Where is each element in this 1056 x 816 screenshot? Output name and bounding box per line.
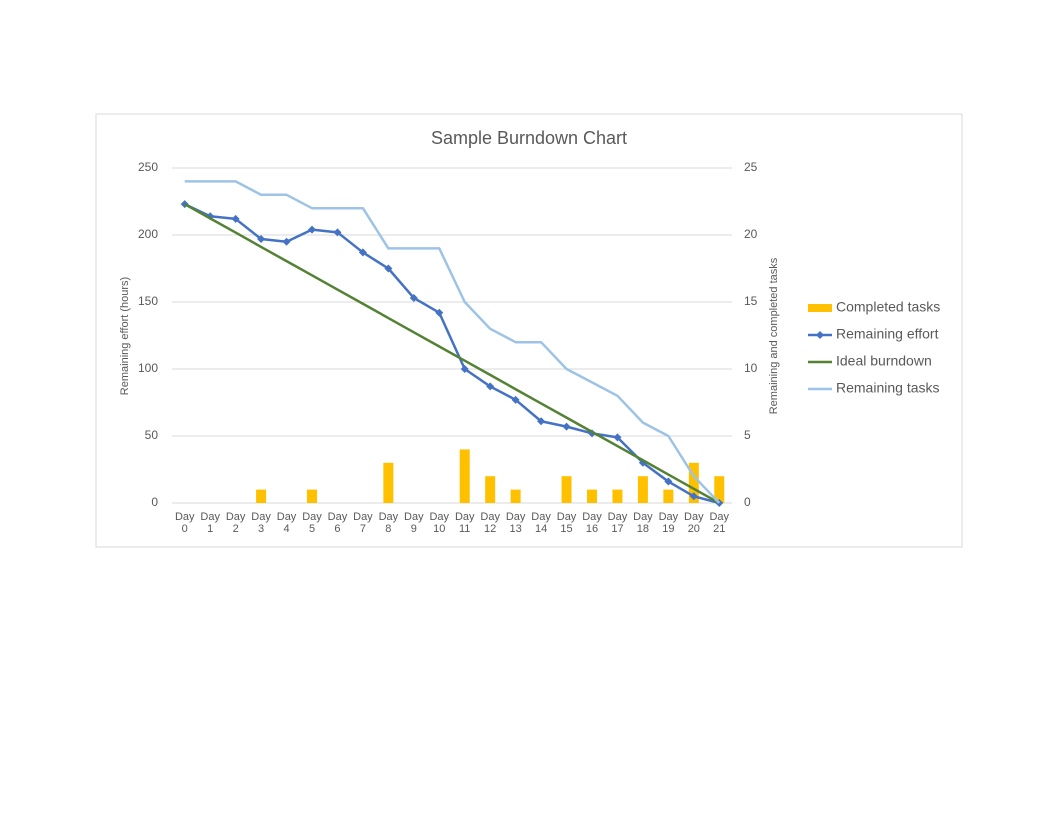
marker [282, 237, 291, 246]
x-tick-label: Day 0 [174, 511, 195, 535]
marker [562, 422, 571, 431]
y2-tick-label: 20 [744, 227, 758, 241]
legend-swatch [808, 304, 832, 312]
x-tick-label: Day 6 [327, 511, 348, 535]
x-tick-label: Day 14 [531, 511, 551, 535]
bar [510, 489, 521, 503]
y2-tick-label: 10 [744, 361, 758, 375]
y-tick-label: 0 [151, 495, 158, 509]
x-tick-label: Day 8 [378, 511, 399, 535]
marker [511, 395, 520, 404]
x-tick-label: Day 9 [404, 511, 424, 535]
y-tick-label: 200 [138, 227, 158, 241]
y-tick-label: 50 [145, 428, 159, 442]
x-tick-label: Day 1 [200, 511, 220, 535]
y2-tick-label: 15 [744, 294, 758, 308]
x-tick-label: Day 16 [582, 511, 602, 535]
x-tick-label: Day 15 [556, 511, 577, 535]
y-tick-label: 150 [138, 294, 158, 308]
line [184, 180, 721, 504]
y-tick-label: 250 [138, 160, 158, 174]
marker [257, 235, 266, 244]
legend-label: Remaining tasks [836, 380, 940, 396]
legend-label: Remaining effort [836, 326, 939, 342]
bar [612, 489, 623, 503]
x-tick-label: Day 19 [658, 511, 679, 535]
marker [384, 264, 393, 273]
marker [613, 433, 622, 442]
x-tick-label: Day 20 [684, 511, 704, 535]
marker [664, 477, 673, 486]
x-tick-label: Day 2 [225, 511, 246, 535]
bar [256, 489, 267, 503]
bar [637, 476, 648, 503]
bar [663, 489, 674, 503]
x-tick-label: Day 12 [480, 511, 500, 535]
y2-axis-title: Remaining and completed tasks [768, 257, 780, 414]
y-tick-label: 100 [138, 361, 158, 375]
marker [460, 365, 469, 373]
y2-tick-label: 25 [744, 160, 758, 174]
bar [561, 476, 572, 503]
bar [714, 476, 725, 503]
x-tick-label: Day 5 [302, 511, 322, 535]
x-tick-label: Day 13 [505, 511, 526, 535]
marker [333, 228, 342, 237]
marker [689, 492, 698, 501]
x-tick-label: Day 3 [251, 511, 271, 535]
marker [308, 225, 316, 234]
legend-label: Completed tasks [836, 299, 940, 315]
line [184, 203, 720, 505]
marker [537, 417, 546, 426]
marker [486, 382, 495, 391]
chart-title: Sample Burndown Chart [431, 128, 627, 148]
x-tick-label: Day 17 [607, 511, 628, 535]
bar [459, 449, 470, 503]
bar [383, 462, 394, 503]
y-axis-title: Remaining effort (hours) [119, 277, 131, 395]
marker [435, 308, 444, 317]
x-tick-label: Day 18 [633, 511, 653, 535]
bar [307, 489, 317, 503]
x-tick-label: Day 21 [709, 511, 730, 535]
chart-frame [95, 113, 963, 548]
marker [358, 248, 367, 257]
y2-tick-label: 5 [744, 428, 751, 442]
bar [587, 489, 597, 503]
legend-label: Ideal burndown [836, 353, 932, 369]
y2-tick-label: 0 [744, 495, 751, 509]
bar [485, 476, 496, 503]
x-tick-label: Day 11 [454, 511, 475, 535]
marker [231, 214, 240, 223]
bar [688, 462, 699, 503]
line [184, 203, 720, 505]
x-tick-label: Day 10 [429, 511, 450, 535]
legend-marker [816, 331, 824, 339]
marker [409, 293, 418, 302]
x-tick-label: Day 7 [353, 511, 373, 535]
x-tick-label: Day 4 [276, 511, 297, 535]
